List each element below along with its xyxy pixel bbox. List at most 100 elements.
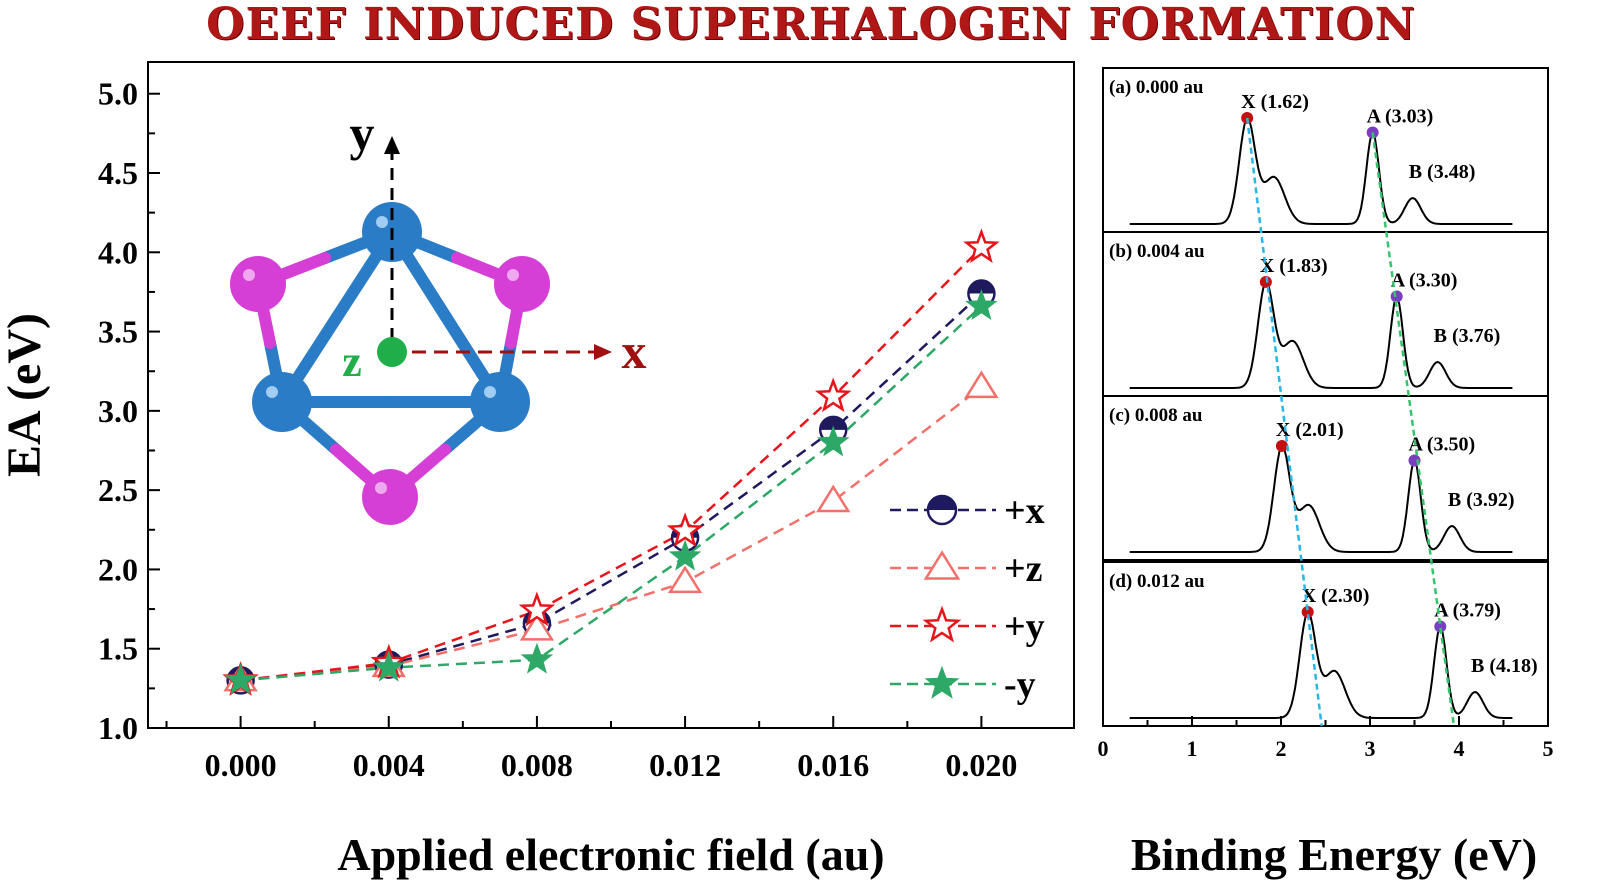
y-tick-label: 3.5 [98, 314, 138, 350]
legend-marker [926, 494, 958, 526]
x-tick-label: 0.012 [649, 747, 721, 783]
halogen-atom [362, 469, 418, 525]
pes-panel-frame [1102, 395, 1549, 561]
boron-atom [470, 372, 530, 432]
y-axis-arrowhead [384, 136, 400, 154]
a-peak-label: A (3.79) [1434, 599, 1501, 621]
a-peak-marker [1390, 290, 1403, 303]
x-peak-label: X (2.01) [1276, 419, 1344, 441]
x-peak-marker [1275, 439, 1288, 452]
pes-x-tick-label: 0 [1098, 736, 1109, 761]
pes-spectrum-curve [1129, 611, 1513, 719]
data-point--y [372, 650, 405, 682]
a-peak-label: A (3.03) [1367, 105, 1434, 127]
x-tick-label: 0.000 [205, 747, 277, 783]
pes-x-tick-label: 4 [1454, 736, 1465, 761]
y-tick-label: 2.0 [98, 551, 138, 587]
data-point--y [668, 539, 702, 571]
x-peak-guide-line [1245, 117, 1323, 727]
legend-label: +y [1004, 606, 1045, 648]
molecule-inset: y x z [230, 105, 647, 525]
x-axis-arrowhead [594, 344, 612, 360]
pes-panel-label: (b) 0.004 au [1109, 241, 1205, 262]
legend-marker-fill [928, 496, 956, 510]
atom-highlight [484, 386, 496, 398]
y-tick-label: 1.5 [98, 631, 138, 667]
legend-marker [923, 550, 961, 580]
data-point-+z [816, 484, 851, 513]
ea-x-axis-label: Applied electronic field (au) [337, 829, 884, 880]
series-line-+z [240, 386, 983, 682]
series-line--y [240, 305, 983, 682]
a-peak-label: A (3.30) [1391, 269, 1458, 291]
data-point-+y [963, 228, 1000, 264]
ea-legend: +x +z +y -y [890, 490, 1045, 706]
y-tick-label: 3.0 [98, 393, 138, 429]
halogen-atom [230, 256, 286, 312]
a-peak-marker [1434, 620, 1447, 633]
x-tick-label: 0.020 [945, 747, 1017, 783]
z-axis-origin [377, 337, 407, 367]
a-peak-guide-line [1371, 132, 1456, 727]
data-point-+z [519, 613, 555, 641]
atom-highlight [266, 386, 278, 398]
ea-chart: 1.0 1.5 2.0 2.5 3.0 3.5 4.0 4.5 5.0 0.000 0.004 0.0… [0, 61, 1075, 880]
atom-highlight [375, 482, 387, 494]
atom-highlight [507, 269, 519, 281]
y-tick-label: 2.5 [98, 472, 138, 508]
legend-label: +x [1004, 490, 1045, 532]
legend-label: -y [1004, 664, 1036, 706]
x-tick-label: 0.016 [797, 747, 869, 783]
data-point--y [520, 642, 554, 674]
x-peak-label: X (2.30) [1302, 585, 1370, 607]
data-point-+x-fill [820, 416, 847, 430]
series-line-+x [240, 292, 983, 682]
data-point--y [817, 425, 850, 457]
pes-x-tick-label: 5 [1543, 736, 1554, 761]
b-peak-label: B (3.92) [1448, 489, 1515, 511]
z-axis-name: z [342, 337, 362, 386]
pes-panel-label: (c) 0.008 au [1109, 405, 1203, 426]
a-peak-label: A (3.50) [1409, 433, 1476, 455]
pes-guide-lines [1245, 117, 1456, 727]
ea-y-axis-label: EA (eV) [0, 313, 51, 477]
pes-spectrum-curve [1129, 281, 1513, 389]
y-tick-label: 4.0 [98, 234, 138, 270]
x-peak-label: X (1.83) [1260, 255, 1328, 277]
data-point-+z [667, 565, 703, 594]
boron-atom [252, 372, 312, 432]
x-peak-marker [1301, 605, 1314, 618]
data-point-+x-fill [968, 280, 995, 294]
y-tick-label: 5.0 [98, 76, 138, 112]
legend-marker [924, 665, 960, 699]
atom-highlight [243, 269, 255, 281]
atom-highlight [376, 216, 388, 228]
b-peak-label: B (3.76) [1434, 325, 1501, 347]
y-tick-label: 4.5 [98, 155, 138, 191]
pes-x-tick-label: 3 [1365, 736, 1376, 761]
x-axis-name: x [622, 323, 647, 379]
ea-ticks: 1.0 1.5 2.0 2.5 3.0 3.5 4.0 4.5 5.0 0.000 0.004 0.0… [98, 76, 1017, 783]
pes-x-tick-label: 2 [1276, 736, 1287, 761]
x-peak-marker [1259, 275, 1272, 288]
b-peak-label: B (3.48) [1409, 161, 1476, 183]
data-point--y [965, 289, 998, 320]
data-point-+y [666, 512, 704, 547]
b-peak-label: B (4.18) [1471, 655, 1538, 677]
legend-label: +z [1004, 548, 1043, 590]
y-tick-label: 1.0 [98, 710, 138, 746]
data-point-+y [518, 591, 556, 627]
series-line-+y [240, 246, 983, 682]
pes-x-axis: 0 1 2 3 4 5 [1098, 716, 1554, 761]
pes-spectrum-curve [1129, 444, 1513, 553]
figure-title: OEEF INDUCED SUPERHALOGEN FORMATION [206, 0, 1416, 50]
legend-marker [922, 605, 962, 643]
x-tick-label: 0.004 [353, 747, 425, 783]
data-point-+z [964, 370, 999, 399]
pes-x-tick-label: 1 [1187, 736, 1198, 761]
pes-panel-label: (d) 0.012 au [1109, 571, 1205, 592]
x-tick-label: 0.008 [501, 747, 573, 783]
pes-spectrum-curve [1129, 116, 1513, 225]
y-axis-name: y [350, 105, 375, 161]
